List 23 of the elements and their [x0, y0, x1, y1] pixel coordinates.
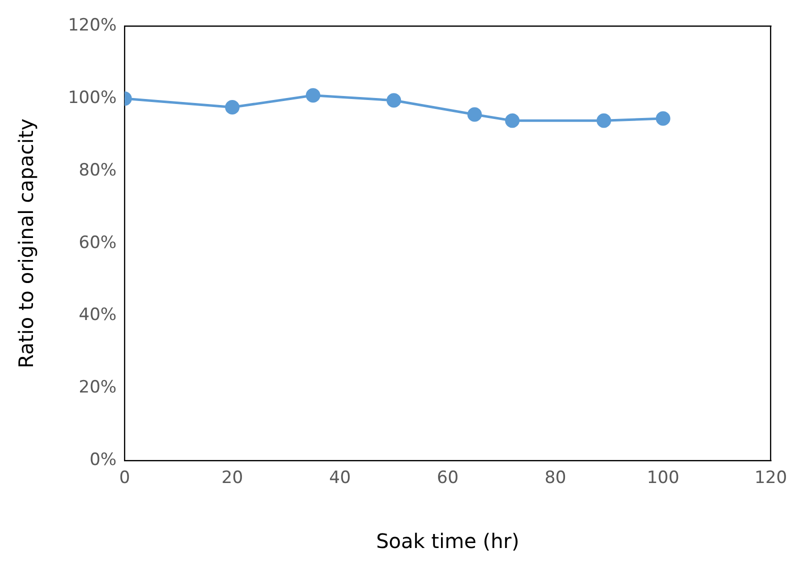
y-tick-label: 60%	[78, 232, 117, 253]
x-tick-label: 80	[544, 468, 566, 488]
x-tick-label: 100	[646, 468, 680, 488]
point	[505, 113, 520, 128]
x-tick-label: 120	[754, 468, 788, 488]
y-tick-label: 120%	[68, 16, 117, 36]
y-tick-label: 80%	[78, 160, 117, 180]
point	[386, 93, 402, 108]
x-tick-label: 60	[436, 468, 459, 488]
y-axis-title: Ratio to original capacity	[14, 118, 38, 368]
x-axis-title: Soak time (hr)	[376, 529, 520, 554]
point	[306, 88, 320, 103]
y-tick-label: 40%	[78, 305, 117, 326]
point	[596, 113, 612, 128]
point	[225, 100, 240, 115]
y-tick-label: 0%	[90, 450, 117, 470]
y-tick-label: 20%	[78, 378, 117, 398]
point	[656, 111, 670, 126]
x-tick-label: 0	[119, 468, 130, 488]
y-tick-label: 100%	[68, 88, 117, 108]
point	[467, 107, 482, 122]
x-tick-label: 40	[329, 468, 351, 488]
x-tick-label: 20	[221, 468, 244, 488]
